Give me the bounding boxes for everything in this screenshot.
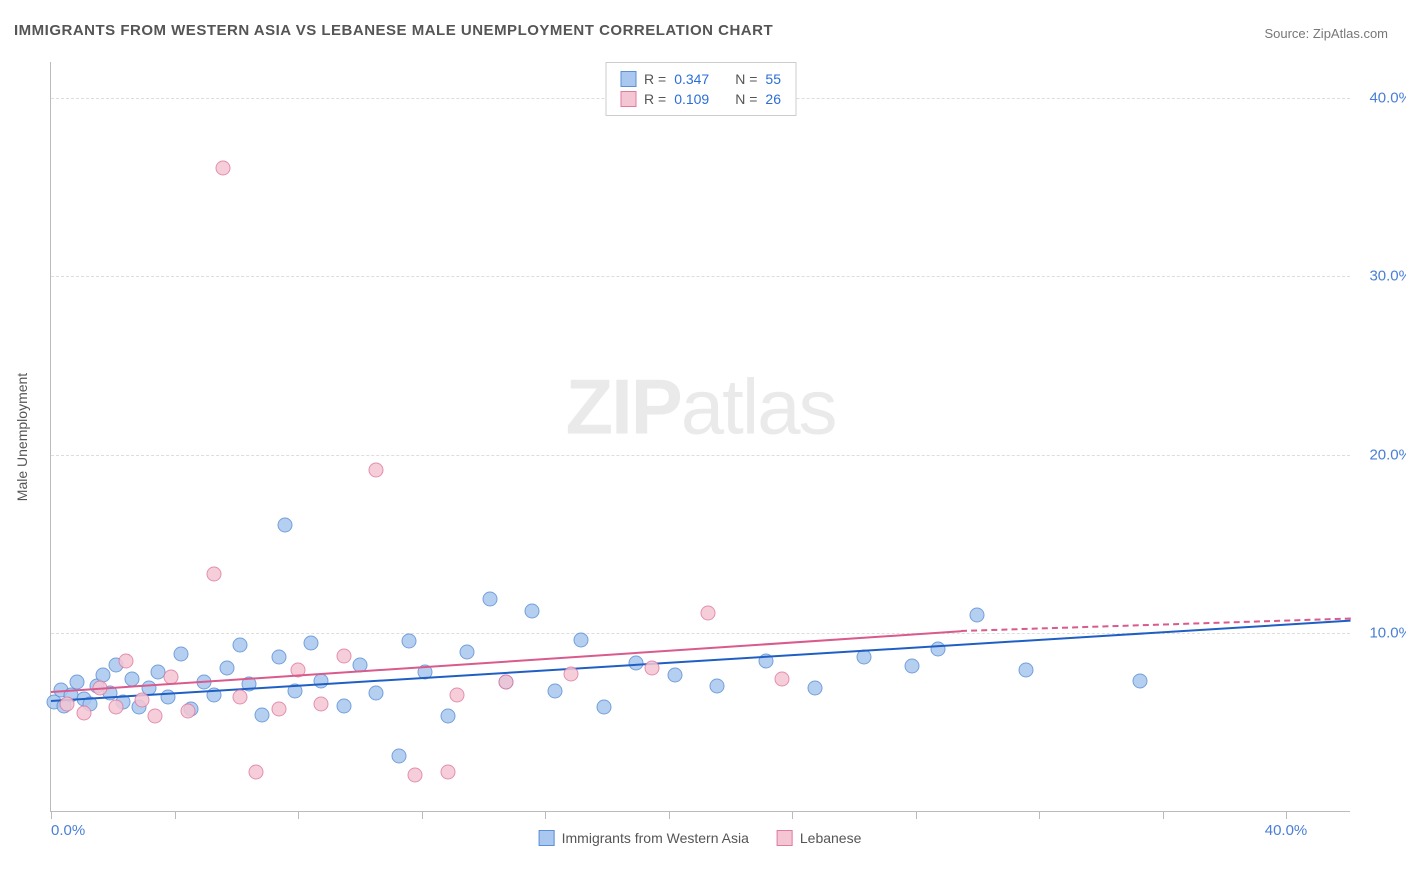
legend-r-label: R =	[644, 71, 666, 87]
data-point	[216, 161, 231, 176]
data-point	[174, 646, 189, 661]
legend-series: Immigrants from Western Asia Lebanese	[539, 830, 862, 846]
x-tick	[792, 811, 793, 819]
legend-label: Lebanese	[800, 830, 862, 846]
data-point	[970, 607, 985, 622]
data-point	[525, 604, 540, 619]
watermark: ZIPatlas	[565, 361, 835, 452]
data-point	[118, 654, 133, 669]
legend-r-value: 0.347	[674, 71, 709, 87]
data-point	[401, 634, 416, 649]
data-point	[775, 671, 790, 686]
trendline	[51, 619, 1351, 701]
legend-row: R = 0.347 N = 55	[620, 69, 781, 89]
data-point	[232, 637, 247, 652]
y-tick-label: 40.0%	[1369, 89, 1406, 106]
legend-n-value: 26	[765, 91, 781, 107]
data-point	[336, 648, 351, 663]
y-tick-label: 30.0%	[1369, 268, 1406, 285]
data-point	[206, 566, 221, 581]
data-point	[391, 748, 406, 763]
data-point	[70, 675, 85, 690]
data-point	[313, 673, 328, 688]
legend-n-label: N =	[735, 91, 757, 107]
data-point	[807, 680, 822, 695]
data-point	[278, 518, 293, 533]
x-tick	[916, 811, 917, 819]
x-tick	[298, 811, 299, 819]
y-tick-label: 20.0%	[1369, 446, 1406, 463]
data-point	[232, 689, 247, 704]
data-point	[180, 704, 195, 719]
legend-swatch	[620, 91, 636, 107]
data-point	[304, 636, 319, 651]
plot-region: ZIPatlas R =0.347N =55R =0.109N =26 10.0…	[50, 62, 1350, 812]
data-point	[596, 700, 611, 715]
x-tick	[1163, 811, 1164, 819]
legend-item: Immigrants from Western Asia	[539, 830, 749, 846]
data-point	[125, 671, 140, 686]
data-point	[931, 641, 946, 656]
data-point	[408, 768, 423, 783]
data-point	[440, 764, 455, 779]
data-point	[148, 709, 163, 724]
x-tick	[669, 811, 670, 819]
gridline	[51, 276, 1350, 277]
data-point	[76, 705, 91, 720]
y-axis-label: Male Unemployment	[14, 373, 30, 501]
chart-title: IMMIGRANTS FROM WESTERN ASIA VS LEBANESE…	[14, 22, 773, 39]
chart-area: ZIPatlas R =0.347N =55R =0.109N =26 10.0…	[50, 62, 1350, 812]
data-point	[450, 687, 465, 702]
legend-swatch	[620, 71, 636, 87]
x-tick	[51, 811, 52, 819]
data-point	[313, 696, 328, 711]
legend-correlation: R = 0.347 N = 55 R = 0.109 N = 26	[605, 62, 796, 116]
data-point	[369, 686, 384, 701]
legend-r-value: 0.109	[674, 91, 709, 107]
data-point	[905, 659, 920, 674]
data-point	[573, 632, 588, 647]
data-point	[440, 709, 455, 724]
data-point	[1132, 673, 1147, 688]
legend-n-value: 55	[765, 71, 781, 87]
data-point	[248, 764, 263, 779]
data-point	[700, 605, 715, 620]
source-attribution: Source: ZipAtlas.com	[1264, 26, 1388, 41]
x-tick	[1286, 811, 1287, 819]
x-tick	[545, 811, 546, 819]
data-point	[109, 700, 124, 715]
x-tick-label: 0.0%	[51, 822, 85, 839]
data-point	[856, 650, 871, 665]
legend-item: Lebanese	[777, 830, 862, 846]
x-tick	[175, 811, 176, 819]
legend-swatch	[777, 830, 793, 846]
data-point	[271, 702, 286, 717]
data-point	[60, 696, 75, 711]
x-tick	[422, 811, 423, 819]
data-point	[645, 661, 660, 676]
legend-label: Immigrants from Western Asia	[562, 830, 749, 846]
data-point	[255, 707, 270, 722]
data-point	[564, 666, 579, 681]
data-point	[219, 661, 234, 676]
legend-r-label: R =	[644, 91, 666, 107]
data-point	[499, 675, 514, 690]
data-point	[369, 462, 384, 477]
data-point	[482, 591, 497, 606]
legend-row: R = 0.109 N = 26	[620, 89, 781, 109]
data-point	[1019, 662, 1034, 677]
data-point	[710, 679, 725, 694]
gridline	[51, 455, 1350, 456]
data-point	[668, 668, 683, 683]
legend-swatch	[539, 830, 555, 846]
legend-n-label: N =	[735, 71, 757, 87]
data-point	[135, 693, 150, 708]
x-tick-label: 40.0%	[1265, 822, 1308, 839]
data-point	[460, 645, 475, 660]
x-tick	[1039, 811, 1040, 819]
data-point	[271, 650, 286, 665]
data-point	[336, 698, 351, 713]
data-point	[547, 684, 562, 699]
y-tick-label: 10.0%	[1369, 625, 1406, 642]
